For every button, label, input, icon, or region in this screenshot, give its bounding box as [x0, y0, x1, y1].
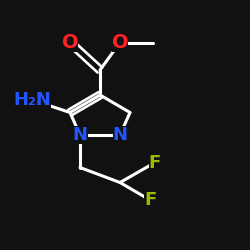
Text: N: N: [112, 126, 128, 144]
Text: O: O: [62, 33, 78, 52]
Text: F: F: [149, 154, 161, 172]
Text: H₂N: H₂N: [14, 91, 52, 109]
Text: F: F: [144, 191, 156, 209]
Text: N: N: [72, 126, 88, 144]
Text: O: O: [112, 33, 128, 52]
